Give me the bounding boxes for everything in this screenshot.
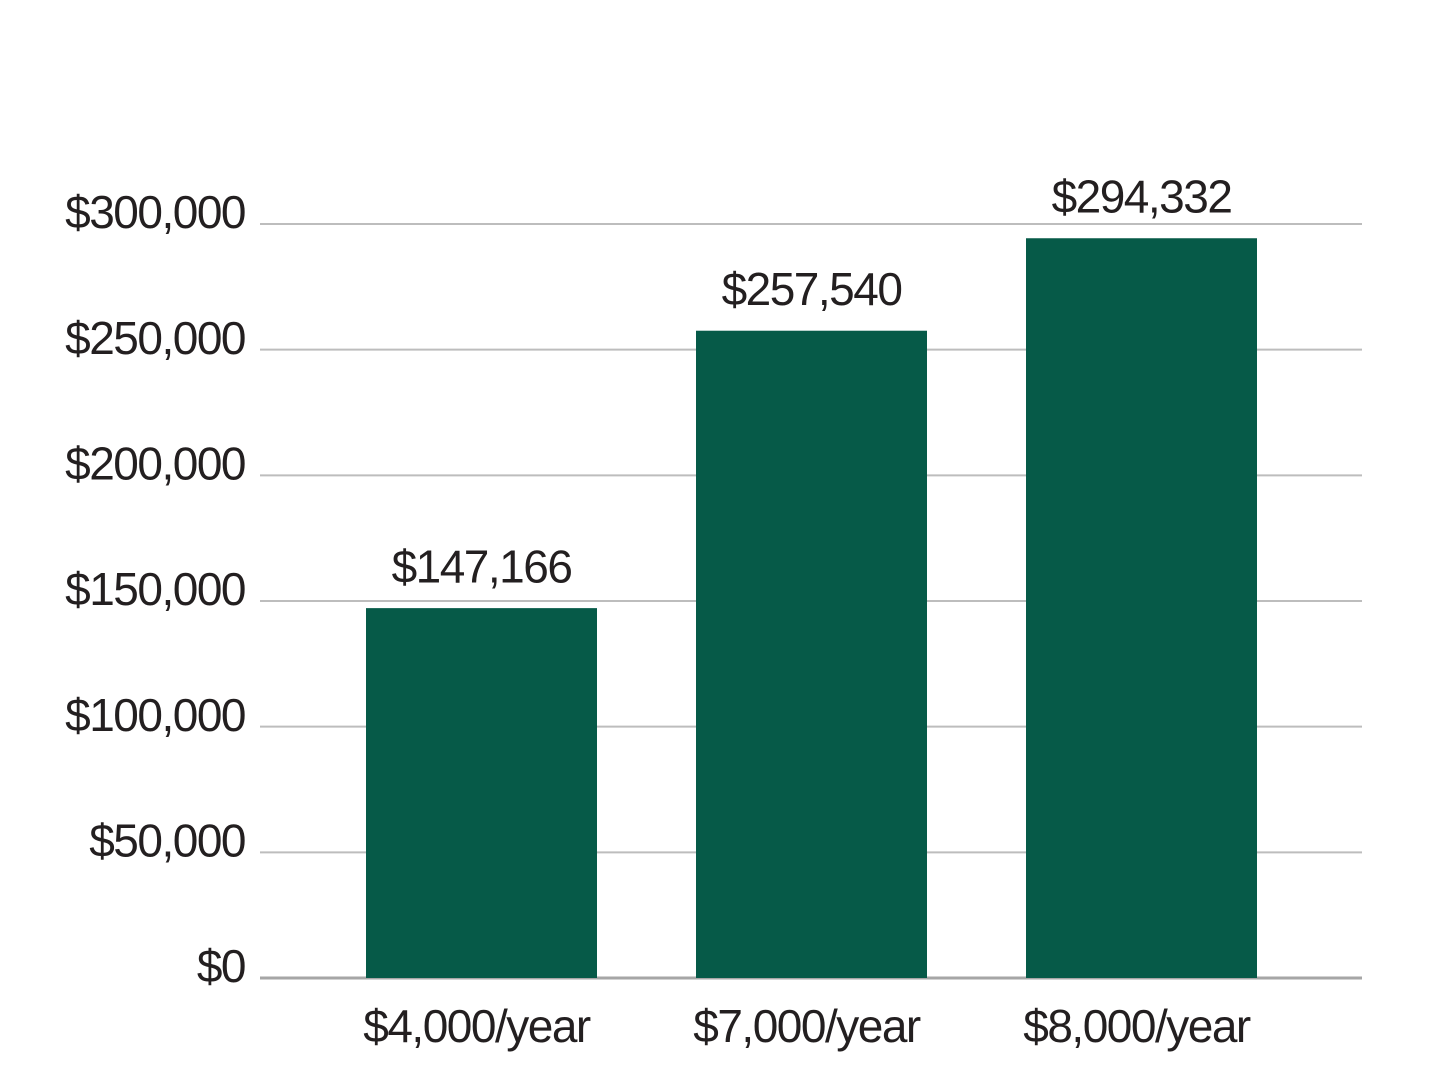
value-label: $147,166: [392, 540, 572, 592]
y-tick-label: $200,000: [65, 437, 245, 489]
y-tick-label: $150,000: [65, 563, 245, 615]
x-tick-label: $4,000/year: [363, 1000, 591, 1052]
x-tick-label: $7,000/year: [693, 1000, 921, 1052]
y-tick-label: $100,000: [65, 689, 245, 741]
x-tick-label: $8,000/year: [1023, 1000, 1251, 1052]
value-label: $294,332: [1052, 170, 1232, 222]
y-tick-label: $250,000: [65, 312, 245, 364]
y-tick-label: $0: [197, 940, 245, 992]
y-tick-label: $300,000: [65, 186, 245, 238]
bar: [696, 330, 927, 978]
bar: [1026, 238, 1257, 978]
y-tick-label: $50,000: [89, 814, 245, 866]
value-label: $257,540: [722, 263, 902, 315]
bar: [366, 608, 597, 978]
